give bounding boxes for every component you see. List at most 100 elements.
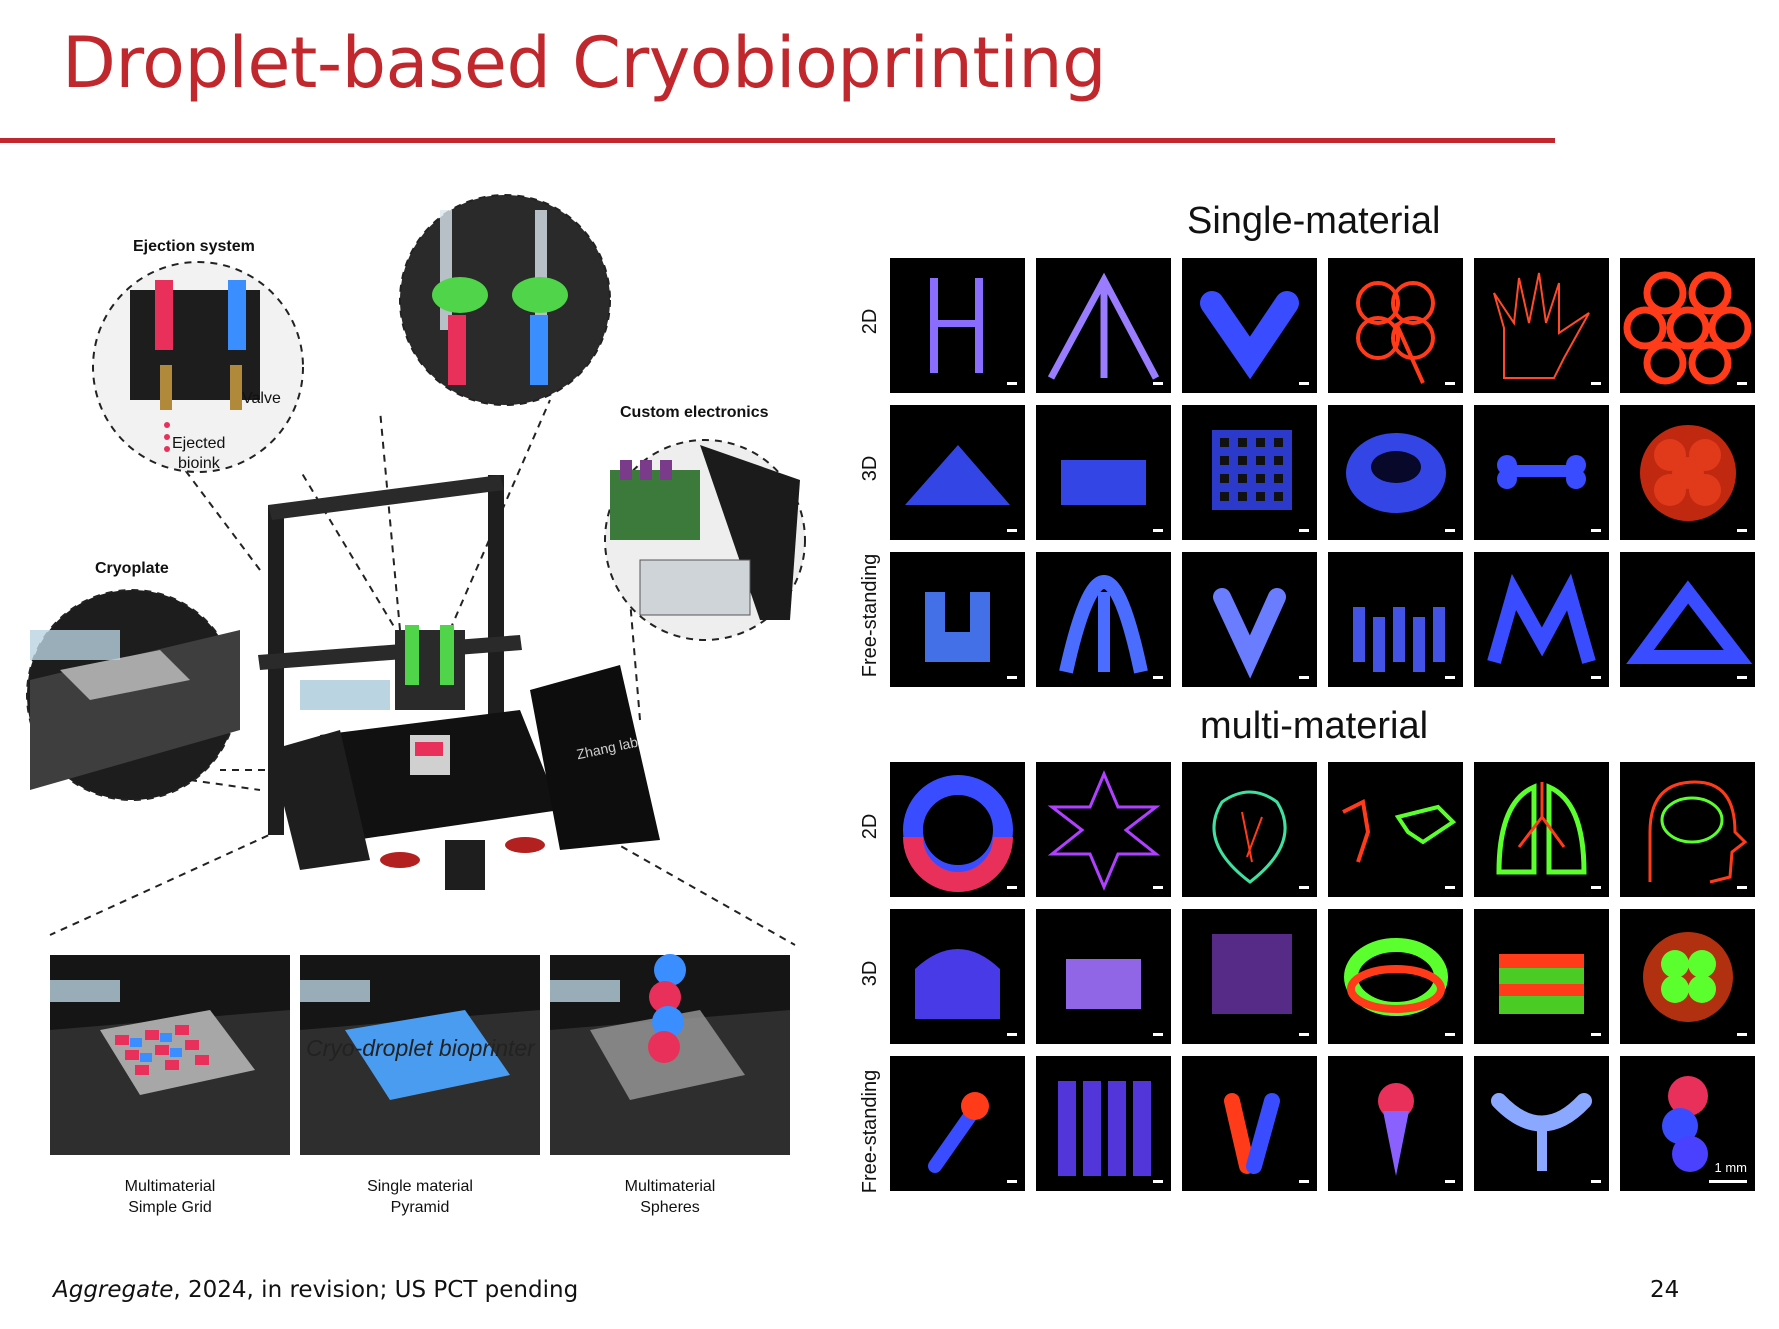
single-tile-lattice-cube [1182, 405, 1317, 540]
scale-bar [1007, 382, 1017, 385]
electronics-callout [604, 439, 806, 641]
scale-bar [1737, 886, 1747, 889]
tile-image [1353, 607, 1445, 672]
scale-bar [1445, 676, 1455, 679]
multi-tile-pillar-bundle [1036, 1056, 1171, 1191]
tile-image [905, 445, 1010, 505]
example-caption-pyramid: Single material Pyramid [367, 1178, 473, 1216]
tile-image [925, 592, 990, 662]
tile-image [1061, 460, 1146, 505]
tile-image [1212, 934, 1292, 1014]
scale-bar [1591, 1180, 1601, 1183]
scale-bar [1591, 676, 1601, 679]
scale-bar [1299, 676, 1309, 679]
multi-tile-dome [890, 909, 1025, 1044]
single-tile-rectangular-block [1036, 405, 1171, 540]
slide-title: Droplet-based Cryobioprinting [62, 22, 1107, 104]
tile-image [1497, 455, 1586, 489]
tile-image [903, 775, 1013, 892]
tile-image [1487, 573, 1596, 664]
tile-image [1200, 291, 1299, 380]
multi-tile-six-point-star [1036, 762, 1171, 897]
tile-image [1662, 1076, 1708, 1172]
tile-image [1047, 272, 1160, 380]
scale-bar [1153, 1033, 1163, 1036]
tile-image [1059, 574, 1148, 674]
scale-bar [1591, 382, 1601, 385]
multi-tile-stacked-spheres: 1 mm [1620, 1056, 1755, 1191]
scale-bar [1737, 382, 1747, 385]
example-panel-spheres [550, 954, 790, 1155]
tile-image [1212, 790, 1287, 884]
single-tile-tripod-arch [1036, 552, 1171, 687]
multi-tile-sphere-cluster [1620, 909, 1755, 1044]
valve-label: Valve [242, 390, 281, 407]
example-panel-pyramid [300, 955, 540, 1155]
scale-bar [1737, 676, 1747, 679]
single-tile-ring-tube [1328, 405, 1463, 540]
multi-material-title: multi-material [1200, 705, 1429, 747]
cryoplate-callout [26, 589, 240, 801]
bioink-label: bioink [178, 455, 220, 472]
multi-row-label-free: Free-standing [859, 1069, 881, 1194]
scale-bar [1445, 1180, 1455, 1183]
scale-bar [1153, 382, 1163, 385]
scale-bar [1445, 886, 1455, 889]
tile-image [1640, 425, 1736, 521]
single-tile-tripod-lines [1036, 258, 1171, 393]
single-tile-honeycomb [1620, 258, 1755, 393]
multi-tile-two-color-ring [890, 762, 1025, 897]
scale-bar [1299, 1033, 1309, 1036]
multi-row-label-3d: 3D [859, 960, 881, 987]
scale-bar [1007, 529, 1017, 532]
printer-caption: Cryo-droplet bioprinter [306, 1035, 535, 1061]
ejected-label: Ejected [172, 435, 226, 452]
scale-bar [1153, 1180, 1163, 1183]
scale-bar [1153, 529, 1163, 532]
single-tile-v-pillars [1182, 552, 1317, 687]
scale-bar [1299, 1180, 1309, 1183]
tile-image [1342, 799, 1457, 863]
single-tile-hand-outline [1474, 258, 1609, 393]
single-tile-pillar-array [1328, 552, 1463, 687]
multi-tile-capped-pillar [1328, 1056, 1463, 1191]
scale-bar [1445, 529, 1455, 532]
example-panel-grid [50, 955, 290, 1155]
tile-image [1058, 1081, 1151, 1176]
single-tile-u-pillars [890, 552, 1025, 687]
scale-bar-label: 1 mm [1714, 1160, 1748, 1175]
tile-image [1378, 1083, 1414, 1176]
multi-tile-two-color-ring-tube [1328, 909, 1463, 1044]
citation: Aggregate, 2024, in revision; US PCT pen… [53, 1277, 578, 1303]
ejection-system-label: Ejection system [133, 238, 255, 255]
tile-image [1496, 782, 1587, 875]
multi-tile-grid-block [1036, 909, 1171, 1044]
citation-journal: Aggregate [53, 1277, 174, 1303]
tile-image [1491, 1093, 1592, 1171]
title-rule [0, 138, 1555, 143]
single-tile-pyramid [890, 405, 1025, 540]
scale-bar [1153, 886, 1163, 889]
tile-image [1066, 959, 1141, 1009]
tile-image [1648, 780, 1748, 884]
tile-image [1346, 433, 1446, 513]
example-caption-grid: Multimaterial Simple Grid [124, 1178, 216, 1216]
cryoplate-label: Cryoplate [95, 560, 169, 577]
single-tile-sphere-cluster [1620, 405, 1755, 540]
citation-details: , 2024, in revision; US PCT pending [173, 1277, 579, 1303]
scale-bar [1445, 382, 1455, 385]
tile-image [1047, 770, 1161, 891]
scale-bar [1737, 1033, 1747, 1036]
single-material-grid [890, 258, 1755, 687]
custom-electronics-label: Custom electronics [620, 404, 769, 421]
tile-image [930, 278, 983, 373]
printer-body [258, 475, 660, 890]
example-caption-spheres: Multimaterial Spheres [624, 1178, 716, 1216]
single-row-label-2d: 2D [859, 308, 881, 335]
scale-bar [1591, 1033, 1601, 1036]
scale-bar [1591, 529, 1601, 532]
scale-bar [1737, 529, 1747, 532]
tile-image [1212, 430, 1292, 510]
single-material-title: Single-material [1187, 200, 1441, 242]
printer-illustration [26, 194, 806, 1155]
